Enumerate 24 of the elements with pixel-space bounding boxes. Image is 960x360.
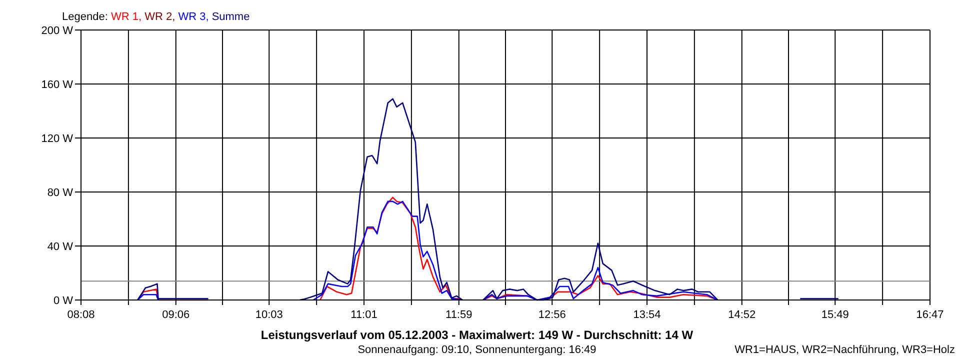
legend-title: Legende:: [62, 11, 111, 23]
text: Sonnenaufgang: 09:10, Sonnenuntergang: 16:49: [358, 344, 596, 356]
text: Leistungsverlauf vom 05.12.2003 - Maximalwert: 149 W - Durchschnitt: 14 W: [260, 328, 694, 342]
x-tick-label: 14:52: [728, 309, 756, 321]
text: WR1=HAUS, WR2=Nachführung, WR3=Holz: [734, 344, 955, 356]
text: Summe: [212, 11, 250, 23]
y-tick-label: 40 W: [47, 241, 74, 253]
legend-label: WR 2,: [144, 11, 178, 23]
x-tick-label: 11:59: [446, 309, 472, 321]
x-tick-label: 10:03: [255, 309, 283, 321]
y-tick-label: 160 W: [41, 79, 74, 91]
y-tick-label: 120 W: [41, 133, 74, 145]
y-tick-label: 0 W: [53, 295, 74, 307]
y-tick-label: 200 W: [41, 25, 74, 37]
x-tick-label: 08:08: [67, 309, 95, 321]
y-tick-label: 80 W: [47, 187, 74, 199]
x-tick-label: 15:49: [821, 309, 849, 321]
x-tick-label: 09:06: [162, 309, 190, 321]
text: WR 3,: [178, 11, 212, 23]
x-tick-label: 13:54: [633, 309, 661, 321]
x-tick-label: 12:56: [538, 309, 566, 321]
x-tick-label: 16:47: [916, 309, 944, 321]
x-tick-label: 11:01: [350, 309, 378, 321]
text: WR 1,: [110, 11, 145, 23]
